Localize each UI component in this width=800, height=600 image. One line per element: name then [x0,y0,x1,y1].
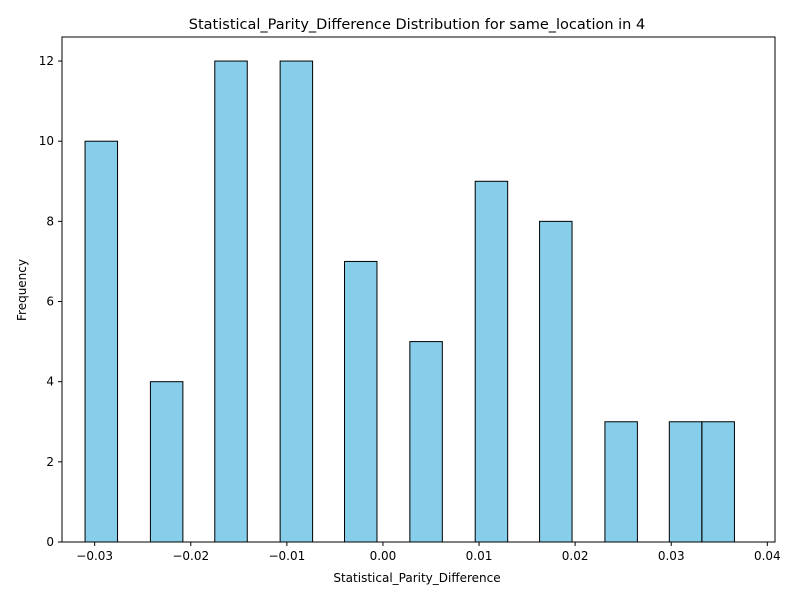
x-tick-label: −0.03 [76,549,113,563]
bars-group [84,60,735,543]
histogram-bar-7 [539,220,573,543]
y-tick-label: 4 [46,375,54,389]
x-tick-label: −0.01 [268,549,305,563]
x-axis-label: Statistical_Parity_Difference [333,571,500,585]
histogram-bar-5 [409,341,443,543]
x-tick-label: 0.04 [754,549,781,563]
x-axis-ticks: −0.03 −0.02 −0.01 0.00 0.01 0.02 0.03 0.04 [76,542,781,563]
histogram-bar-8 [604,421,638,543]
histogram-bar-1 [149,381,184,543]
y-tick-label: 12 [39,54,54,68]
x-tick-label: 0.02 [562,549,589,563]
y-axis-ticks: 0 2 4 6 8 10 12 [39,54,62,549]
histogram-bar-6 [474,180,509,543]
x-tick-label: 0.03 [658,549,685,563]
histogram-bar-3 [279,60,314,543]
x-tick-label: 0.00 [370,549,397,563]
y-tick-label: 2 [46,455,54,469]
histogram-bar-2 [214,60,248,543]
y-tick-label: 0 [46,535,54,549]
histogram-bar-0 [84,140,119,543]
x-tick-label: 0.01 [466,549,493,563]
x-tick-label: −0.02 [172,549,209,563]
y-tick-label: 6 [46,295,54,309]
chart-title: Statistical_Parity_Difference Distributi… [189,17,645,33]
y-tick-label: 10 [39,134,54,148]
histogram-bar-4 [344,260,378,543]
y-tick-label: 8 [46,214,54,228]
histogram-bar-9 [668,421,703,543]
y-axis-label: Frequency [15,259,29,321]
plot-frame [61,36,776,543]
histogram-bar-10 [701,421,735,543]
